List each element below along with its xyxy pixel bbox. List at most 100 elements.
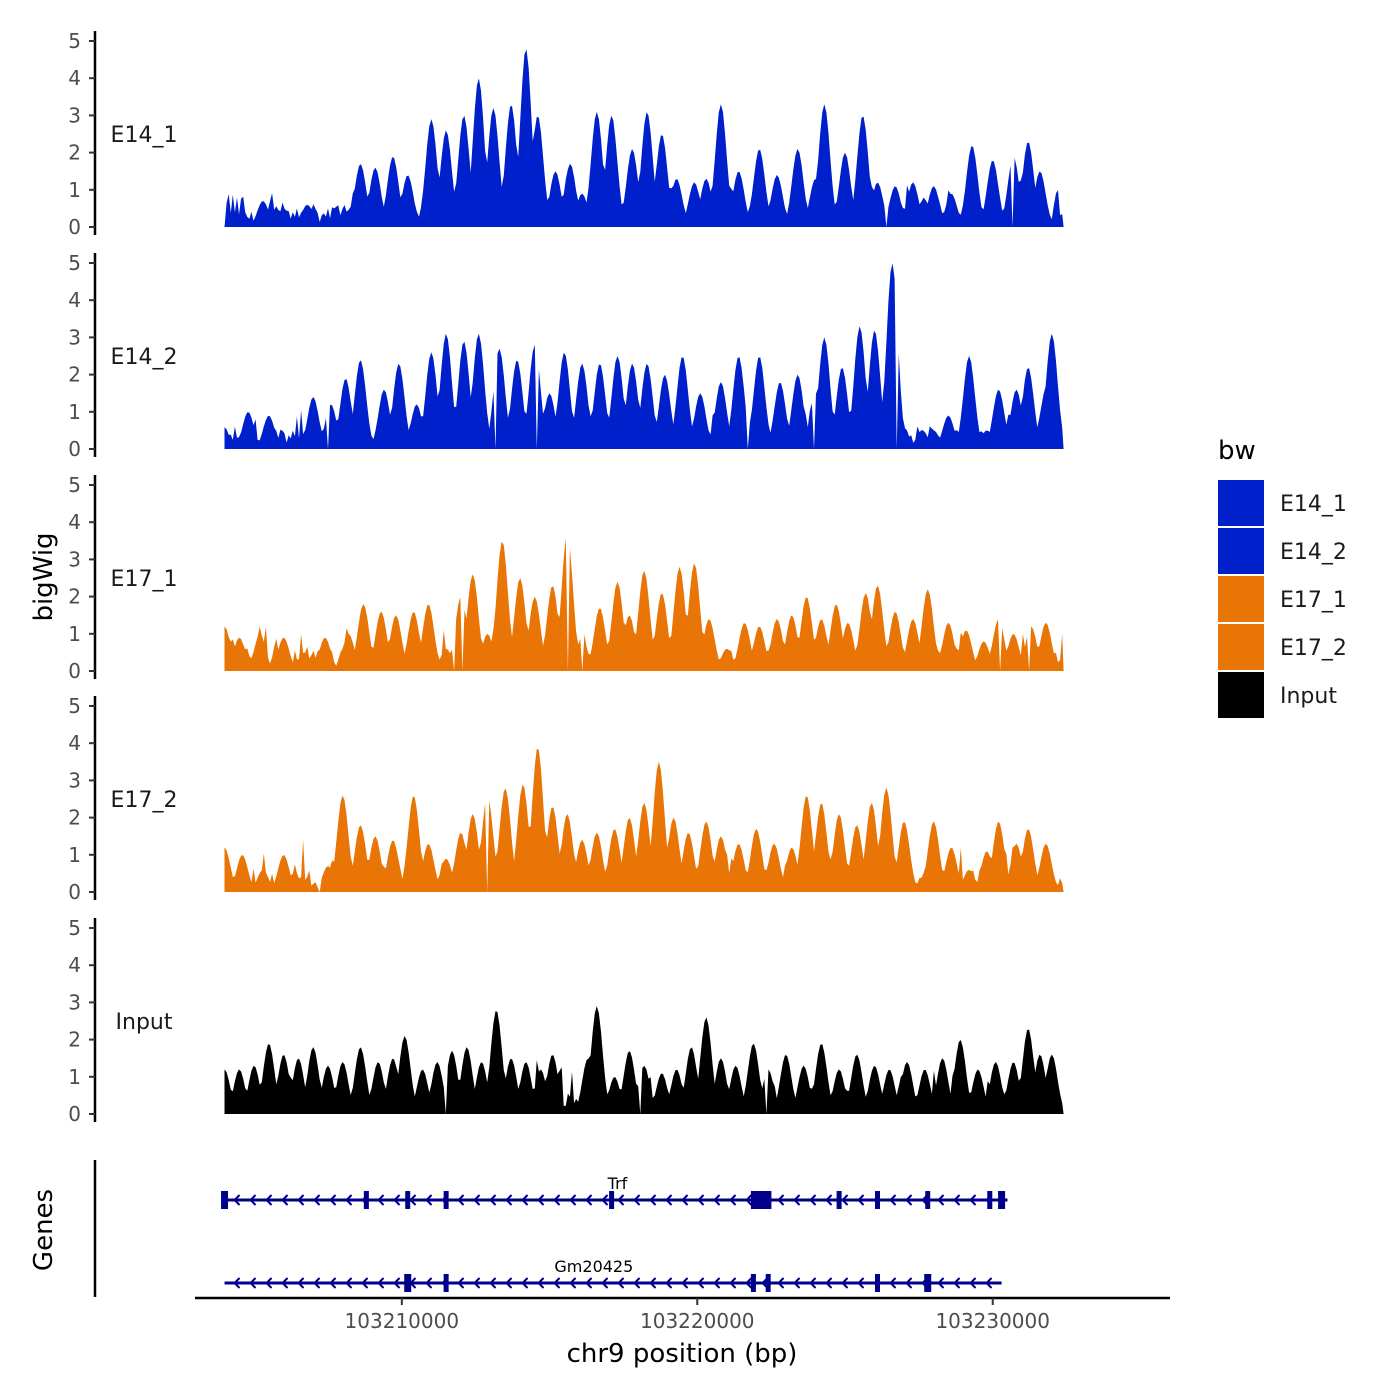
strand-arrow <box>665 1277 673 1289</box>
strand-arrow <box>537 1277 545 1289</box>
y-axis-title: bigWig <box>29 532 59 621</box>
strand-arrow <box>905 1277 913 1289</box>
gene-Gm20425: Gm20425 <box>224 1257 1002 1292</box>
y-tick-label: 5 <box>68 29 81 53</box>
strand-arrow <box>553 1277 561 1289</box>
gene-label: Gm20425 <box>554 1257 633 1276</box>
strand-arrow <box>697 1194 705 1206</box>
y-tick-label: 2 <box>68 363 81 387</box>
exon <box>875 1191 880 1209</box>
strand-arrow <box>393 1277 401 1289</box>
strand-arrow <box>937 1194 945 1206</box>
strand-arrow <box>745 1277 753 1289</box>
strand-arrow <box>505 1194 513 1206</box>
strand-arrow <box>889 1194 897 1206</box>
exon <box>221 1191 229 1209</box>
y-tick-label: 5 <box>68 916 81 940</box>
signal-tracks: 0 1 2 3 4 5 E14_1 0 1 2 3 4 5 E14_2 0 1 2 3 4 5 E17_1 0 1 2 3 4 5 E… <box>68 29 1064 1126</box>
legend-swatch-E14_2 <box>1218 528 1264 574</box>
strand-arrow <box>857 1277 865 1289</box>
exon <box>750 1274 756 1292</box>
strand-arrow <box>409 1194 417 1206</box>
track-label: E17_1 <box>111 567 178 592</box>
strand-arrow <box>649 1194 657 1206</box>
exon <box>609 1191 615 1209</box>
strand-arrow <box>233 1194 241 1206</box>
track-E17_2: 0 1 2 3 4 5 E17_2 <box>68 694 1064 904</box>
legend-swatch-E17_1 <box>1218 576 1264 622</box>
strand-arrow <box>617 1277 625 1289</box>
y-tick-label: 5 <box>68 473 81 497</box>
signal-area-E14_2 <box>224 263 1064 449</box>
strand-arrow <box>345 1194 353 1206</box>
exon <box>924 1274 932 1292</box>
strand-arrow <box>457 1277 465 1289</box>
y-tick-label: 2 <box>68 585 81 609</box>
strand-arrow <box>265 1277 273 1289</box>
y-tick-label: 1 <box>68 622 81 646</box>
legend-title: bw <box>1218 436 1256 466</box>
track-E14_2: 0 1 2 3 4 5 E14_2 <box>68 251 1064 461</box>
strand-arrow <box>473 1277 481 1289</box>
strand-arrow <box>953 1194 961 1206</box>
strand-arrow <box>425 1194 433 1206</box>
strand-arrow <box>729 1277 737 1289</box>
strand-arrow <box>489 1194 497 1206</box>
strand-arrow <box>281 1277 289 1289</box>
strand-arrow <box>361 1277 369 1289</box>
y-tick-label: 2 <box>68 806 81 830</box>
legend-label-E14_2: E14_2 <box>1280 540 1347 565</box>
y-tick-label: 1 <box>68 178 81 202</box>
strand-arrow <box>633 1194 641 1206</box>
y-tick-label: 0 <box>68 659 81 683</box>
strand-arrow <box>905 1194 913 1206</box>
strand-arrow <box>249 1277 257 1289</box>
y-tick-label: 2 <box>68 141 81 165</box>
strand-arrow <box>681 1194 689 1206</box>
gene-track: Trf Gm20425 <box>93 1160 1008 1297</box>
exon <box>405 1191 411 1209</box>
strand-arrow <box>841 1194 849 1206</box>
y-tick-label: 4 <box>68 510 81 534</box>
signal-area-E17_2 <box>224 748 1064 892</box>
strand-arrow <box>521 1277 529 1289</box>
strand-arrow <box>633 1277 641 1289</box>
y-tick-label: 5 <box>68 251 81 275</box>
strand-arrow <box>585 1194 593 1206</box>
legend-label-E17_2: E17_2 <box>1280 636 1347 661</box>
y-tick-label: 3 <box>68 103 81 127</box>
strand-arrow <box>729 1194 737 1206</box>
strand-arrow <box>985 1277 993 1289</box>
strand-arrow <box>521 1194 529 1206</box>
strand-arrow <box>697 1277 705 1289</box>
track-E17_1: 0 1 2 3 4 5 E17_1 <box>68 473 1064 683</box>
strand-arrow <box>425 1277 433 1289</box>
exon <box>751 1191 772 1209</box>
strand-arrow <box>969 1194 977 1206</box>
track-Input: 0 1 2 3 4 5 Input <box>68 916 1064 1126</box>
strand-arrow <box>329 1194 337 1206</box>
strand-arrow <box>377 1277 385 1289</box>
legend-swatch-Input <box>1218 672 1264 718</box>
strand-arrow <box>841 1277 849 1289</box>
strand-arrow <box>249 1194 257 1206</box>
y-tick-label: 5 <box>68 694 81 718</box>
strand-arrow <box>809 1194 817 1206</box>
exon <box>363 1191 369 1209</box>
strand-arrow <box>345 1277 353 1289</box>
y-tick-label: 0 <box>68 215 81 239</box>
x-tick-label: 103210000 <box>345 1309 460 1333</box>
strand-arrow <box>617 1194 625 1206</box>
strand-arrow <box>297 1194 305 1206</box>
exon <box>836 1191 842 1209</box>
legend-swatch-E14_1 <box>1218 480 1264 526</box>
signal-area-E17_1 <box>224 538 1064 671</box>
legend: bw E14_1 E14_2 E17_1 E17_2 Input <box>1218 436 1347 718</box>
y-tick-label: 4 <box>68 731 81 755</box>
strand-arrow <box>585 1277 593 1289</box>
track-label: E14_1 <box>111 123 178 148</box>
exon <box>404 1274 412 1292</box>
strand-arrow <box>793 1194 801 1206</box>
strand-arrow <box>777 1194 785 1206</box>
